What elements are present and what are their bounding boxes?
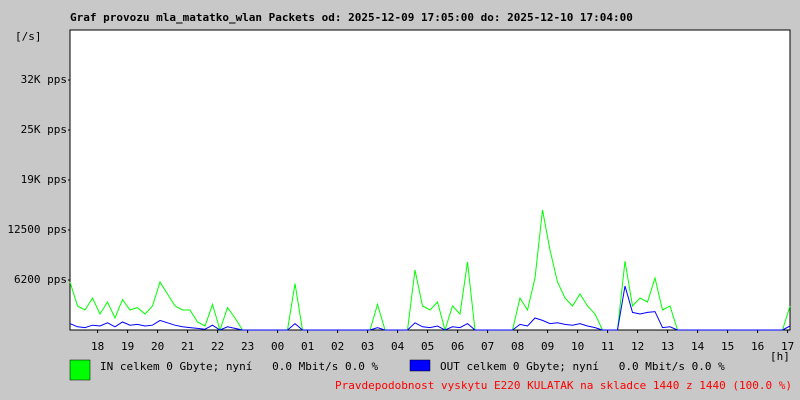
note: Pravdepodobnost vyskytu E220 KULATAK na …	[335, 379, 792, 392]
x-tick-label: 15	[721, 340, 734, 353]
legend-swatch	[409, 359, 431, 372]
y-tick-label: 32K pps	[21, 73, 67, 86]
x-tick-label: 13	[661, 340, 674, 353]
x-tick-label: 21	[181, 340, 194, 353]
x-tick-label: 11	[601, 340, 614, 353]
x-tick-label: 12	[631, 340, 644, 353]
legend-label: IN celkem 0 Gbyte; nyní 0.0 Mbit/s 0.0 %	[100, 360, 379, 373]
x-axis-label: [h]	[770, 350, 790, 363]
x-tick-label: 10	[571, 340, 584, 353]
x-tick-label: 20	[151, 340, 164, 353]
x-tick-label: 04	[391, 340, 405, 353]
chart-title: Graf provozu mla_matatko_wlan Packets od…	[70, 11, 633, 24]
legend-label: OUT celkem 0 Gbyte; nyní 0.0 Mbit/s 0.0 …	[440, 360, 725, 373]
x-tick-label: 02	[331, 340, 344, 353]
y-tick-label: 12500 pps	[7, 223, 67, 236]
x-tick-label: 22	[211, 340, 224, 353]
x-tick-label: 00	[271, 340, 284, 353]
x-tick-label: 07	[481, 340, 494, 353]
x-tick-label: 23	[241, 340, 254, 353]
x-tick-label: 18	[91, 340, 104, 353]
y-tick-label: 19K pps	[21, 173, 67, 186]
series-line	[69, 209, 791, 332]
x-tick-label: 06	[451, 340, 464, 353]
x-tick-label: 01	[301, 340, 314, 353]
x-tick-label: 16	[751, 340, 764, 353]
legend-swatch	[69, 359, 91, 381]
plot-area	[69, 29, 791, 331]
series-line	[69, 285, 791, 331]
x-tick-label: 03	[361, 340, 374, 353]
x-tick-label: 17	[781, 340, 794, 353]
y-tick-label: 25K pps	[21, 123, 67, 136]
x-tick-label: 19	[121, 340, 134, 353]
x-tick-label: 08	[511, 340, 524, 353]
x-tick-label: 14	[691, 340, 705, 353]
x-tick-label: 09	[541, 340, 554, 353]
x-tick-label: 05	[421, 340, 434, 353]
y-tick-label: 6200 pps	[14, 273, 67, 286]
y-axis-label: [/s]	[15, 30, 42, 43]
